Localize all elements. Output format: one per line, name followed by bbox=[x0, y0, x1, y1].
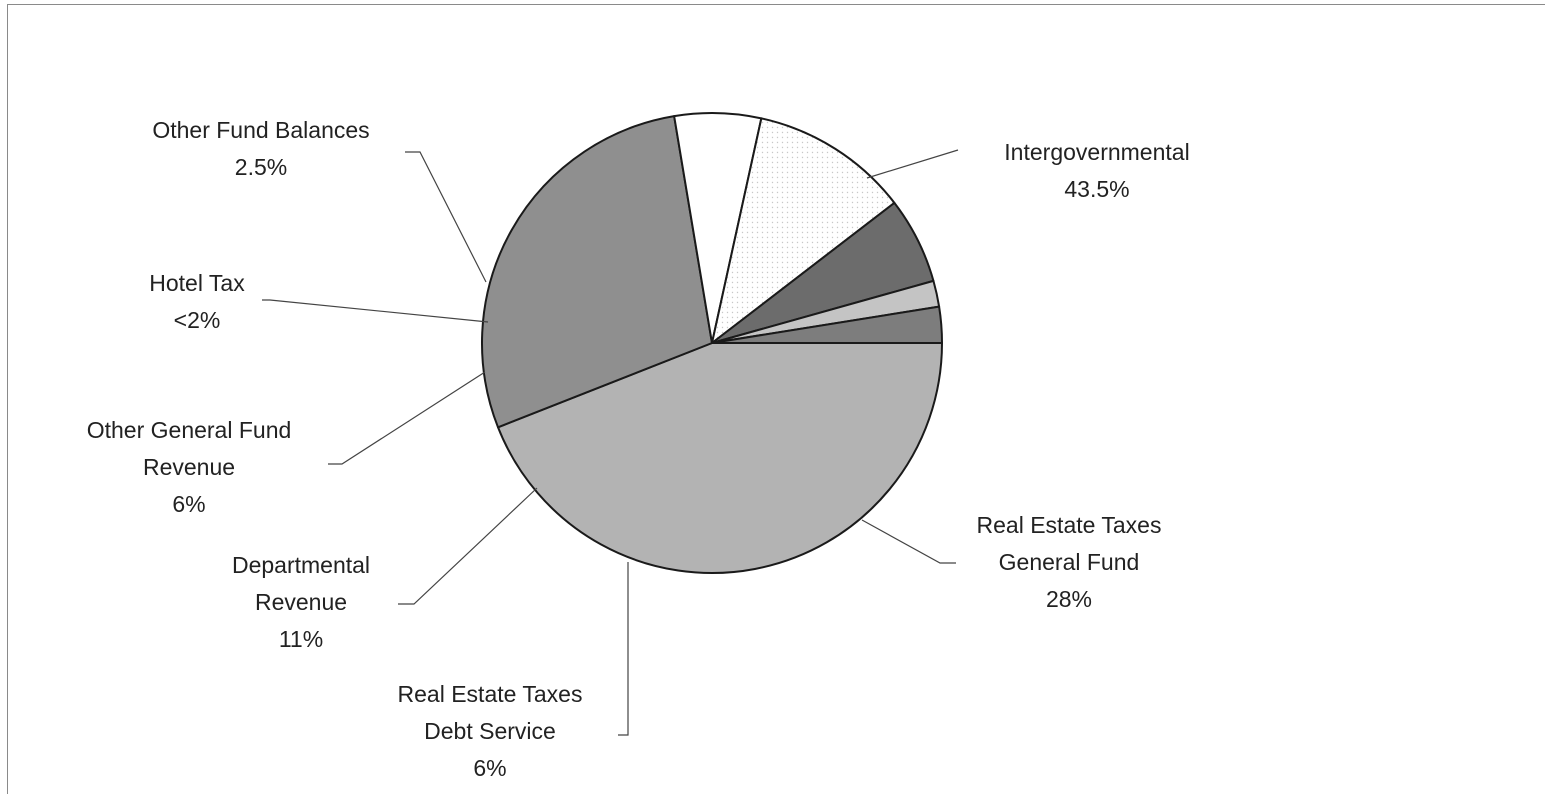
slice-percent-other-general-fund-revenue: 6% bbox=[172, 491, 205, 517]
slice-label-line-departmental-revenue: Departmental bbox=[232, 552, 370, 578]
leader-line-departmental-revenue bbox=[398, 487, 538, 605]
slice-label-line-other-general-fund-revenue: Revenue bbox=[143, 454, 235, 480]
leader-line-re-taxes-debt-service bbox=[618, 562, 629, 736]
slice-label-line-intergovernmental: Intergovernmental bbox=[1004, 139, 1189, 165]
slice-percent-intergovernmental: 43.5% bbox=[1064, 176, 1129, 202]
slice-label-line-hotel-tax: Hotel Tax bbox=[149, 270, 245, 296]
slice-label-other-fund-balances: Other Fund Balances 2.5% bbox=[152, 117, 369, 180]
slice-label-departmental-revenue: Departmental Revenue 11% bbox=[232, 552, 370, 652]
slice-label-line-other-general-fund-revenue: Other General Fund bbox=[87, 417, 292, 443]
leader-line-intergovernmental bbox=[866, 149, 959, 179]
slice-label-line-re-taxes-general-fund: Real Estate Taxes bbox=[977, 512, 1162, 538]
slice-percent-hotel-tax: <2% bbox=[174, 307, 221, 333]
slice-label-line-re-taxes-general-fund: General Fund bbox=[999, 549, 1140, 575]
slice-label-line-other-fund-balances: Other Fund Balances bbox=[152, 117, 369, 143]
pie-slice-other-fund-balances bbox=[711, 305, 943, 344]
pie-slice-departmental-revenue bbox=[711, 117, 896, 344]
slice-label-line-departmental-revenue: Revenue bbox=[255, 589, 347, 615]
pie-slice-re-taxes-general-fund bbox=[481, 115, 713, 429]
slice-label-intergovernmental: Intergovernmental 43.5% bbox=[1004, 139, 1189, 202]
slice-label-other-general-fund-revenue: Other General Fund Revenue 6% bbox=[87, 417, 292, 517]
leader-line-other-general-fund-revenue bbox=[328, 371, 486, 465]
slice-percent-departmental-revenue: 11% bbox=[279, 626, 323, 652]
slice-percent-other-fund-balances: 2.5% bbox=[235, 154, 287, 180]
slice-label-line-re-taxes-debt-service: Real Estate Taxes bbox=[398, 681, 583, 707]
slice-label-re-taxes-debt-service: Real Estate Taxes Debt Service 6% bbox=[398, 681, 583, 781]
slice-percent-re-taxes-debt-service: 6% bbox=[473, 755, 506, 781]
slice-label-re-taxes-general-fund: Real Estate Taxes General Fund 28% bbox=[977, 512, 1162, 612]
chart-frame bbox=[7, 4, 1545, 794]
slice-label-line-re-taxes-debt-service: Debt Service bbox=[424, 718, 556, 744]
leader-line-hotel-tax bbox=[262, 299, 489, 323]
slice-percent-re-taxes-general-fund: 28% bbox=[1046, 586, 1092, 612]
leader-line-re-taxes-general-fund bbox=[861, 519, 956, 564]
pie-slice-intergovernmental bbox=[497, 342, 943, 575]
leader-line-other-fund-balances bbox=[405, 151, 487, 283]
slice-label-hotel-tax: Hotel Tax <2% bbox=[149, 270, 245, 333]
